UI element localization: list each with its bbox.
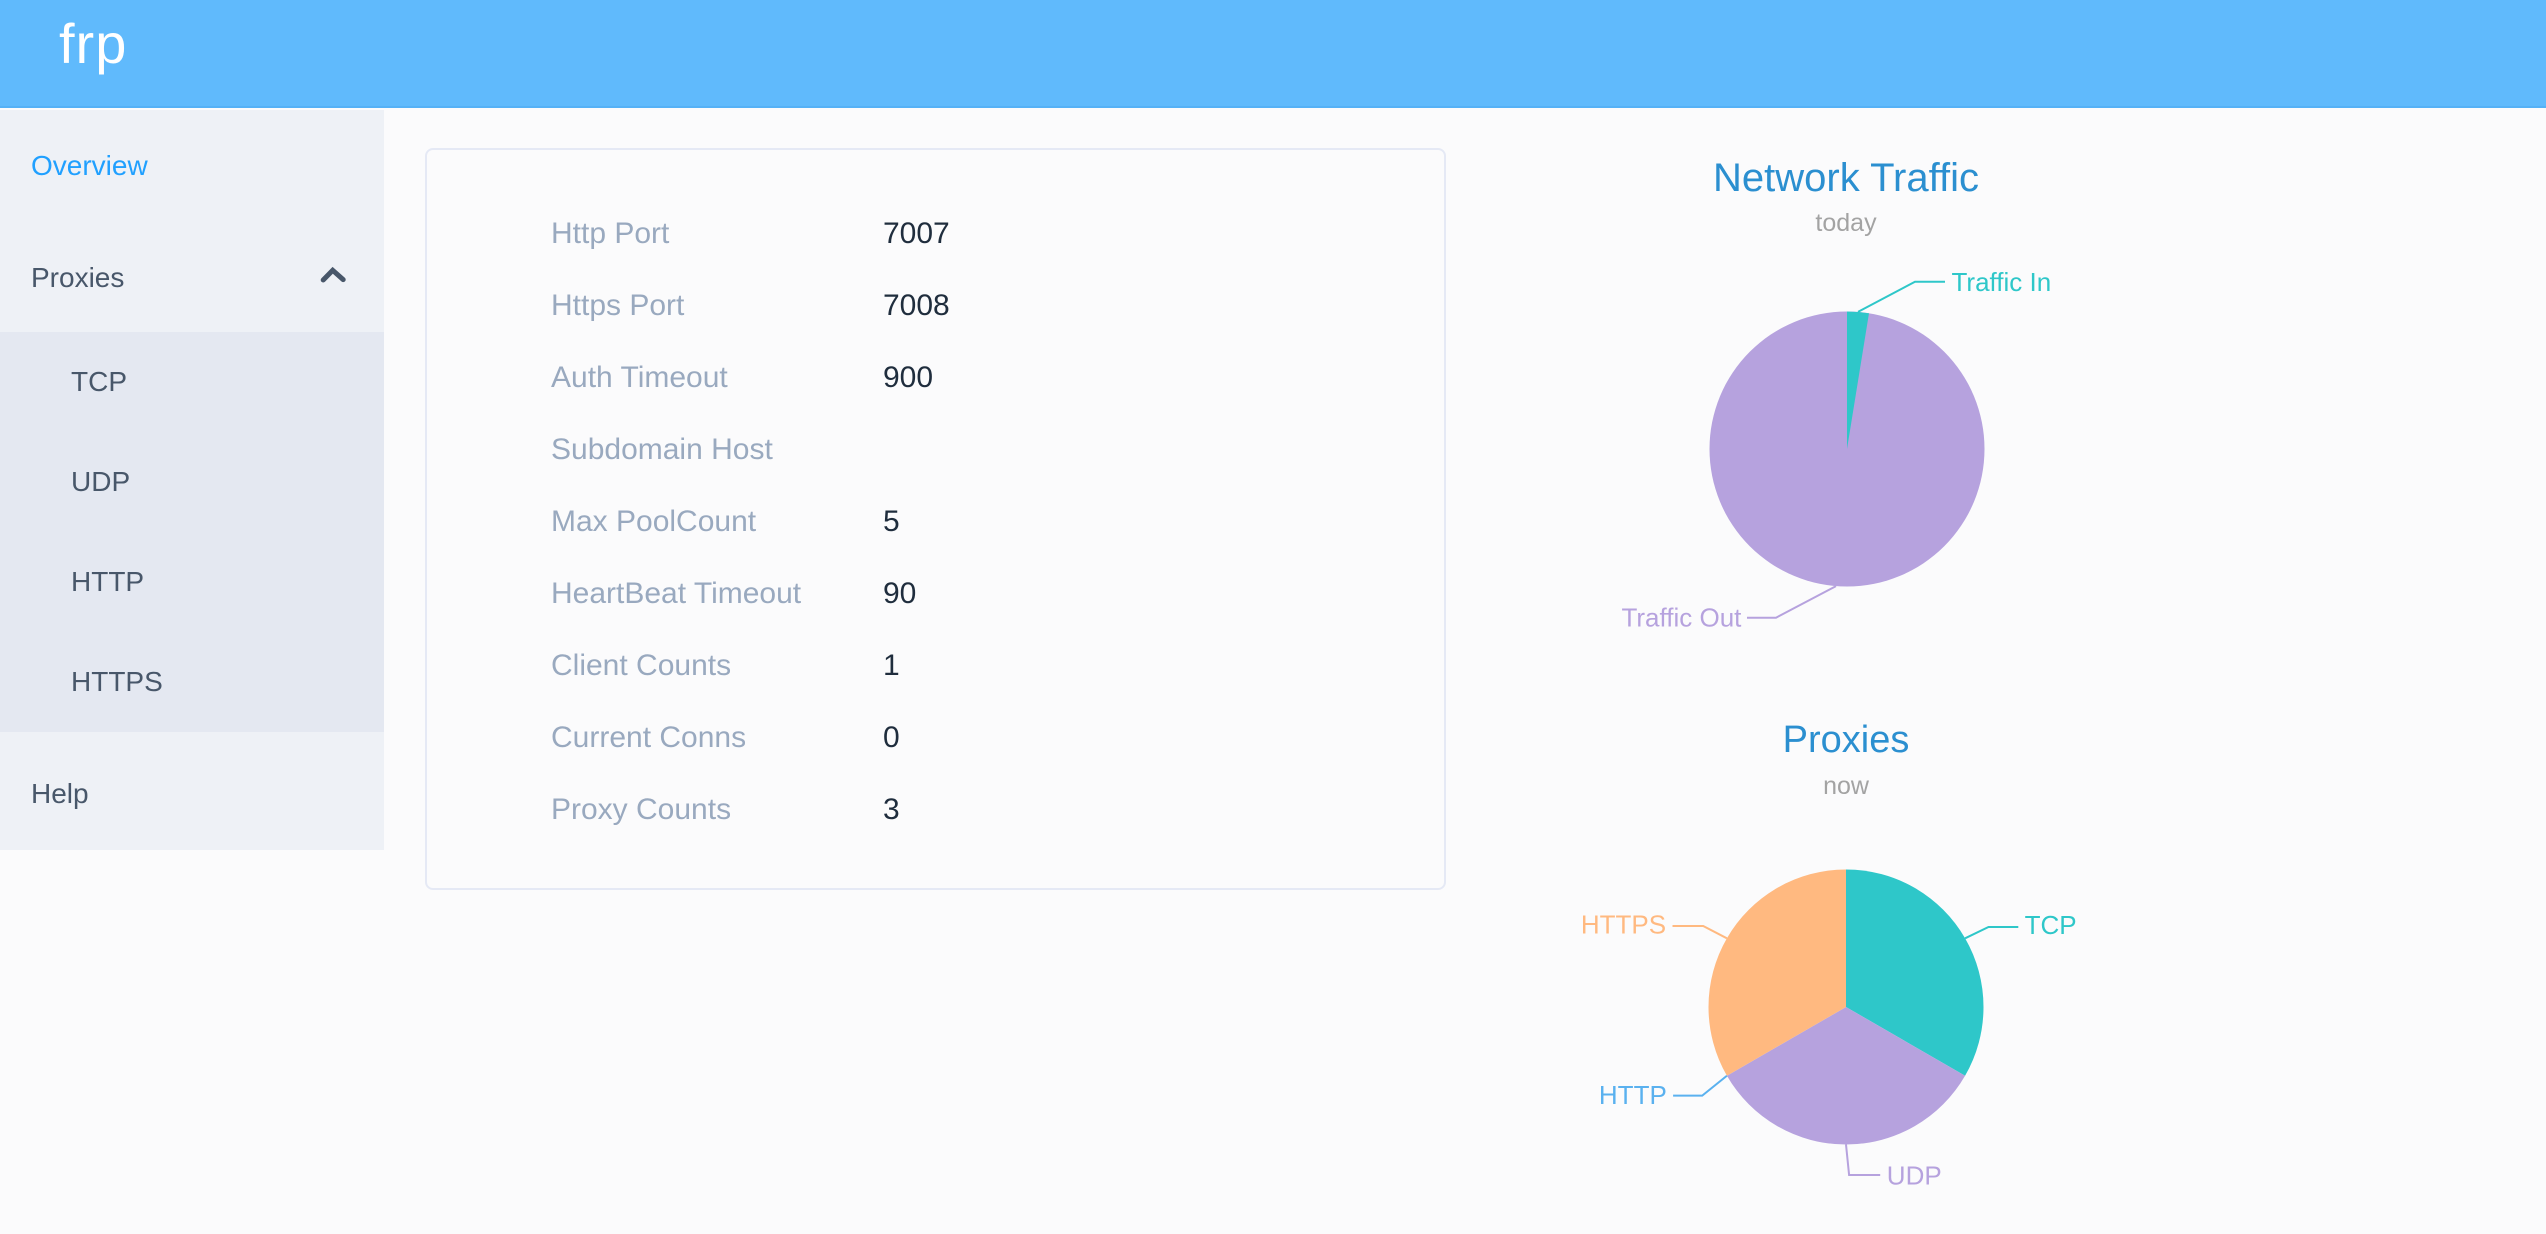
- svg-text:Traffic Out: Traffic Out: [1621, 603, 1742, 633]
- svg-text:HTTP: HTTP: [1599, 1080, 1667, 1110]
- svg-text:Proxies: Proxies: [1783, 719, 1910, 761]
- svg-text:TCP: TCP: [2025, 910, 2077, 940]
- svg-text:HTTPS: HTTPS: [1581, 910, 1666, 940]
- svg-text:UDP: UDP: [1887, 1161, 1942, 1191]
- svg-text:Traffic In: Traffic In: [1952, 267, 2052, 297]
- svg-text:now: now: [1823, 772, 1870, 800]
- svg-text:Network Traffic: Network Traffic: [1713, 156, 1979, 200]
- svg-text:today: today: [1815, 209, 1877, 237]
